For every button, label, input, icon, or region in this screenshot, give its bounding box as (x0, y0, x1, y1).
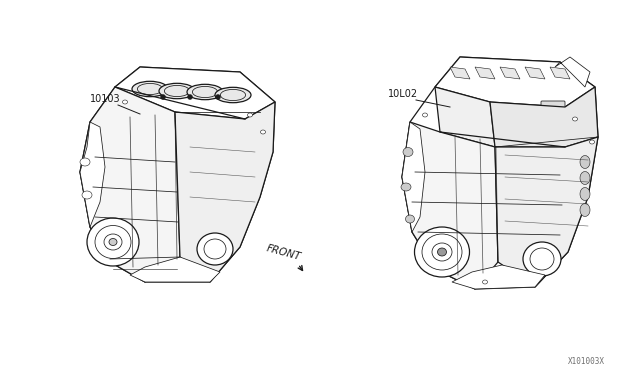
Ellipse shape (483, 280, 488, 284)
Polygon shape (525, 67, 545, 79)
Polygon shape (80, 122, 105, 227)
Ellipse shape (573, 117, 577, 121)
Ellipse shape (406, 215, 415, 223)
Circle shape (188, 94, 193, 99)
Polygon shape (475, 67, 495, 79)
Polygon shape (175, 102, 275, 282)
Circle shape (216, 94, 221, 99)
Ellipse shape (132, 81, 168, 97)
Polygon shape (495, 137, 598, 287)
Ellipse shape (215, 87, 251, 103)
FancyBboxPatch shape (541, 116, 565, 128)
Text: FRONT: FRONT (265, 243, 302, 262)
FancyBboxPatch shape (541, 146, 565, 158)
Text: 10L02: 10L02 (388, 89, 418, 99)
FancyBboxPatch shape (541, 131, 565, 143)
Polygon shape (500, 67, 520, 79)
Ellipse shape (438, 248, 447, 256)
Polygon shape (435, 87, 495, 147)
Ellipse shape (122, 100, 127, 104)
Ellipse shape (580, 203, 590, 217)
Polygon shape (452, 265, 545, 289)
Polygon shape (80, 87, 180, 282)
Ellipse shape (401, 183, 411, 191)
Polygon shape (402, 122, 425, 232)
Polygon shape (115, 67, 275, 119)
Ellipse shape (523, 242, 561, 276)
Ellipse shape (197, 233, 233, 265)
Ellipse shape (82, 191, 92, 199)
Polygon shape (130, 257, 220, 282)
Ellipse shape (260, 130, 266, 134)
Text: 10103: 10103 (90, 94, 120, 104)
Polygon shape (450, 67, 470, 79)
FancyBboxPatch shape (541, 101, 565, 113)
Ellipse shape (403, 148, 413, 157)
Ellipse shape (248, 113, 253, 117)
Ellipse shape (580, 171, 590, 185)
Ellipse shape (580, 155, 590, 169)
Ellipse shape (415, 227, 470, 277)
Ellipse shape (159, 83, 195, 99)
Circle shape (161, 94, 166, 99)
Polygon shape (435, 57, 595, 107)
Polygon shape (490, 87, 598, 147)
Ellipse shape (422, 113, 428, 117)
Ellipse shape (80, 158, 90, 166)
Text: X101003X: X101003X (568, 357, 605, 366)
Polygon shape (402, 122, 498, 289)
Ellipse shape (580, 187, 590, 201)
Ellipse shape (589, 140, 595, 144)
Ellipse shape (87, 218, 139, 266)
Polygon shape (555, 57, 590, 87)
Ellipse shape (187, 84, 223, 100)
Polygon shape (550, 67, 570, 79)
Ellipse shape (109, 238, 117, 246)
